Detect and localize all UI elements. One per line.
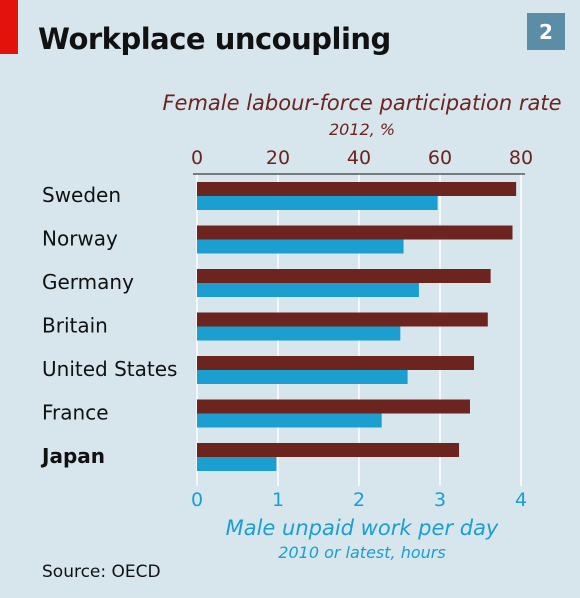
bar-male-unpaid-work (197, 196, 438, 210)
top-tick-label: 40 (347, 147, 371, 169)
axes: Female labour-force participation rate20… (162, 91, 561, 562)
top-tick-label: 60 (428, 147, 452, 169)
bar-female-participation (197, 182, 517, 196)
bar-male-unpaid-work (197, 457, 277, 471)
bar-female-participation (197, 399, 470, 414)
bar-female-participation (197, 443, 460, 457)
bar-female-participation (197, 269, 491, 283)
chart-number-badge: 2 (527, 13, 565, 50)
bar-male-unpaid-work (197, 370, 408, 384)
bottom-axis-subtitle: 2010 or latest, hours (278, 543, 445, 562)
bar-male-unpaid-work (197, 326, 401, 341)
top-tick-label: 80 (509, 147, 533, 169)
source-note: Source: OECD (42, 562, 161, 582)
bottom-tick-label: 3 (434, 489, 446, 511)
top-tick-label: 20 (266, 147, 290, 169)
bar-female-participation (197, 312, 488, 327)
category-label: Sweden (42, 183, 121, 207)
brand-flag (0, 0, 18, 54)
category-label: Germany (42, 270, 134, 294)
chart-title: Workplace uncoupling (38, 22, 391, 56)
bottom-tick-label: 0 (191, 489, 203, 511)
category-label: Norway (42, 227, 118, 251)
category-label: Britain (42, 314, 108, 338)
bar-male-unpaid-work (197, 413, 382, 428)
bottom-tick-label: 4 (515, 489, 527, 511)
category-label: United States (42, 357, 177, 381)
bar-female-participation (197, 356, 475, 370)
category-label: France (42, 401, 109, 425)
bars (197, 182, 517, 471)
bottom-axis-title: Male unpaid work per day (226, 516, 499, 540)
category-labels: Sweden Norway Germany Britain United States F… (40, 183, 177, 468)
top-tick-label: 0 (191, 147, 203, 169)
bar-male-unpaid-work (197, 239, 404, 254)
bottom-tick-label: 1 (272, 489, 284, 511)
top-axis-subtitle: 2012, % (329, 120, 395, 139)
category-label: Japan (40, 444, 105, 468)
bar-female-participation (197, 225, 513, 240)
bar-male-unpaid-work (197, 283, 419, 297)
bottom-tick-label: 2 (353, 489, 365, 511)
top-axis-title: Female labour-force participation rate (162, 91, 561, 115)
